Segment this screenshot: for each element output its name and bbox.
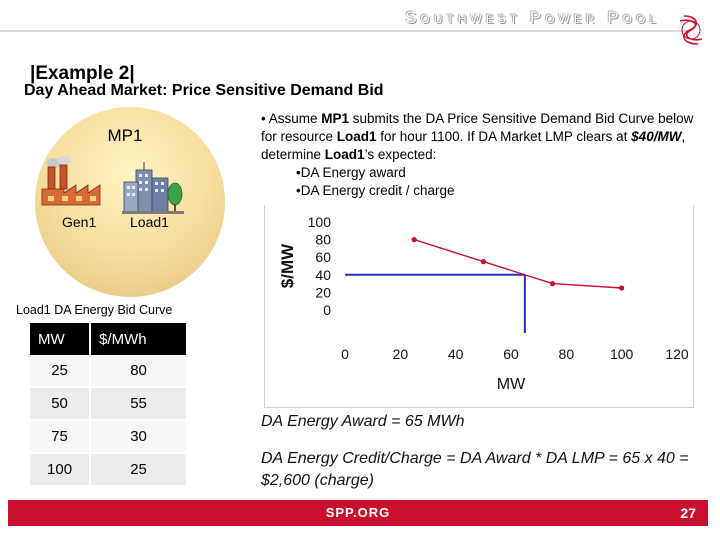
table-header-row: MW $/MWh — [30, 323, 188, 355]
mp1-label: MP1 — [107, 126, 143, 145]
x-tick-label: 40 — [448, 346, 464, 362]
factory-icon — [41, 156, 101, 206]
intro-part: • Assume — [261, 111, 322, 126]
table-cell: 25 — [30, 355, 92, 388]
x-tick-label: 100 — [610, 346, 634, 362]
table-cell: 75 — [30, 420, 92, 454]
x-tick-label: 80 — [559, 346, 575, 362]
bid-curve-caption: Load1 DA Energy Bid Curve — [16, 303, 173, 317]
intro-part: submits the DA Price Sensitive Demand Bi… — [261, 111, 694, 144]
table-cell: 55 — [90, 387, 188, 421]
bullet-list: •DA Energy award •DA Energy credit / cha… — [261, 164, 701, 200]
intro-text: • Assume MP1 submits the DA Price Sensit… — [261, 110, 701, 200]
footer-bar: SPP.ORG 27 — [8, 500, 708, 526]
intro-part: ’s expected: — [364, 147, 437, 162]
table-row: 100 25 — [30, 453, 188, 487]
gen1-label: Gen1 — [62, 214, 97, 230]
bullet-credit: •DA Energy credit / charge — [296, 183, 455, 198]
energy-credit-result: DA Energy Credit/Charge = DA Award * DA … — [261, 450, 689, 489]
x-tick-label: 0 — [341, 346, 349, 362]
y-tick-label: 80 — [315, 232, 331, 248]
series-line — [413, 238, 622, 289]
bid-curve-chart: 0 20 40 60 80 100 0 20 40 60 80 100 120 $/MW MW — [264, 205, 694, 408]
table-row: 75 30 — [30, 420, 188, 454]
footer-url: SPP.ORG — [325, 505, 391, 520]
city-buildings-icon — [122, 162, 184, 214]
data-point — [480, 259, 486, 265]
x-tick-label: 120 — [665, 346, 689, 362]
intro-part: , determine — [261, 129, 686, 162]
intro-load1: Load1 — [336, 129, 377, 144]
slide-title: Day Ahead Market: Price Sensitive Demand… — [24, 82, 384, 99]
intro-price: $40/MW — [631, 129, 682, 144]
y-tick-label: 20 — [315, 284, 331, 300]
brand-name: Southwest Power Pool — [405, 8, 660, 27]
column-header-mw: MW — [30, 323, 92, 355]
header-divider — [0, 30, 690, 32]
data-point — [549, 281, 556, 287]
intro-mp1: MP1 — [321, 111, 350, 126]
page-number: 27 — [680, 505, 696, 521]
data-point — [411, 237, 417, 243]
y-axis-title: $/MW — [278, 243, 297, 288]
y-tick-label: 0 — [323, 302, 331, 318]
table-cell: 25 — [90, 453, 188, 487]
table-cell: 100 — [30, 453, 92, 487]
x-tick-label: 60 — [503, 346, 519, 362]
intro-part: for hour 1100. If DA Market LMP clears a… — [376, 129, 632, 144]
intro-load1: Load1 — [324, 147, 365, 162]
energy-award-result: DA Energy Award = 65 MWh — [261, 413, 465, 430]
x-axis-title: MW — [497, 376, 526, 393]
x-tick-label: 20 — [393, 346, 409, 362]
bullet-award: •DA Energy award — [296, 165, 406, 180]
data-point — [619, 285, 625, 291]
table-cell: 80 — [90, 355, 188, 388]
table-cell: 30 — [90, 420, 188, 454]
column-header-price: $/MWh — [90, 323, 188, 355]
example-label: |Example 2| — [30, 63, 135, 84]
y-tick-label: 100 — [308, 214, 332, 230]
spp-logo-icon — [679, 15, 703, 45]
table-row: 50 55 — [30, 387, 188, 421]
bid-curve-table: MW $/MWh 25 80 50 55 75 30 100 25 — [30, 323, 188, 487]
table-cell: 50 — [30, 387, 92, 421]
y-tick-label: 40 — [315, 267, 331, 283]
table-row: 25 80 — [30, 355, 188, 388]
load1-label: Load1 — [130, 214, 169, 230]
intro-paragraph: • Assume MP1 submits the DA Price Sensit… — [261, 110, 701, 164]
y-tick-label: 60 — [315, 249, 331, 265]
